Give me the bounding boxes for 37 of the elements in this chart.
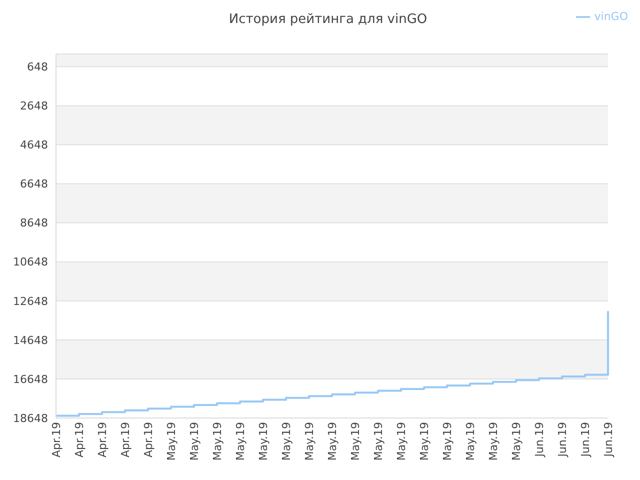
- y-tick-label: 12648: [13, 294, 48, 308]
- y-tick-label: 14648: [13, 334, 48, 347]
- x-tick-label: May.19: [394, 422, 408, 461]
- x-tick-label: May.19: [164, 422, 178, 461]
- x-tick-label: May.19: [348, 422, 362, 461]
- y-tick-label: 4648: [20, 138, 48, 152]
- y-tick-label: 2648: [20, 100, 48, 113]
- y-tick-label: 8648: [20, 216, 48, 230]
- x-tick-label: May.19: [256, 422, 270, 461]
- y-tick-label: 10648: [13, 256, 48, 269]
- x-tick-label: Jun.19: [602, 422, 615, 458]
- x-tick-label: Apr.19: [72, 422, 86, 458]
- x-tick-label: Jun.19: [556, 422, 569, 458]
- y-tick-label: 648: [27, 60, 48, 74]
- legend-label: vinGO: [594, 10, 628, 24]
- x-tick-label: May.19: [234, 422, 247, 461]
- x-tick-label: Jun.19: [532, 422, 546, 458]
- x-tick-label: May.19: [280, 422, 293, 461]
- x-tick-label: Apr.19: [142, 422, 155, 458]
- x-tick-label: May.19: [302, 422, 316, 461]
- y-tick-label: 18648: [13, 412, 48, 425]
- x-tick-label: May.19: [486, 422, 500, 461]
- x-tick-label: May.19: [372, 422, 385, 461]
- x-tick-label: May.19: [210, 422, 224, 461]
- y-tick-label: 6648: [20, 178, 48, 191]
- x-tick-label: May.19: [188, 422, 201, 461]
- chart-title: История рейтинга для vinGO: [228, 12, 428, 27]
- x-tick-label: Jun.19: [578, 422, 592, 458]
- x-tick-label: May.19: [326, 422, 339, 461]
- x-tick-label: May.19: [510, 422, 523, 461]
- x-tick-label: Apr.19: [50, 422, 63, 458]
- x-tick-label: May.19: [418, 422, 431, 461]
- x-tick-label: May.19: [464, 422, 477, 461]
- x-tick-label: Apr.19: [118, 422, 132, 458]
- x-tick-label: May.19: [440, 422, 454, 461]
- y-tick-label: 16648: [13, 372, 48, 386]
- x-tick-label: Apr.19: [96, 422, 109, 458]
